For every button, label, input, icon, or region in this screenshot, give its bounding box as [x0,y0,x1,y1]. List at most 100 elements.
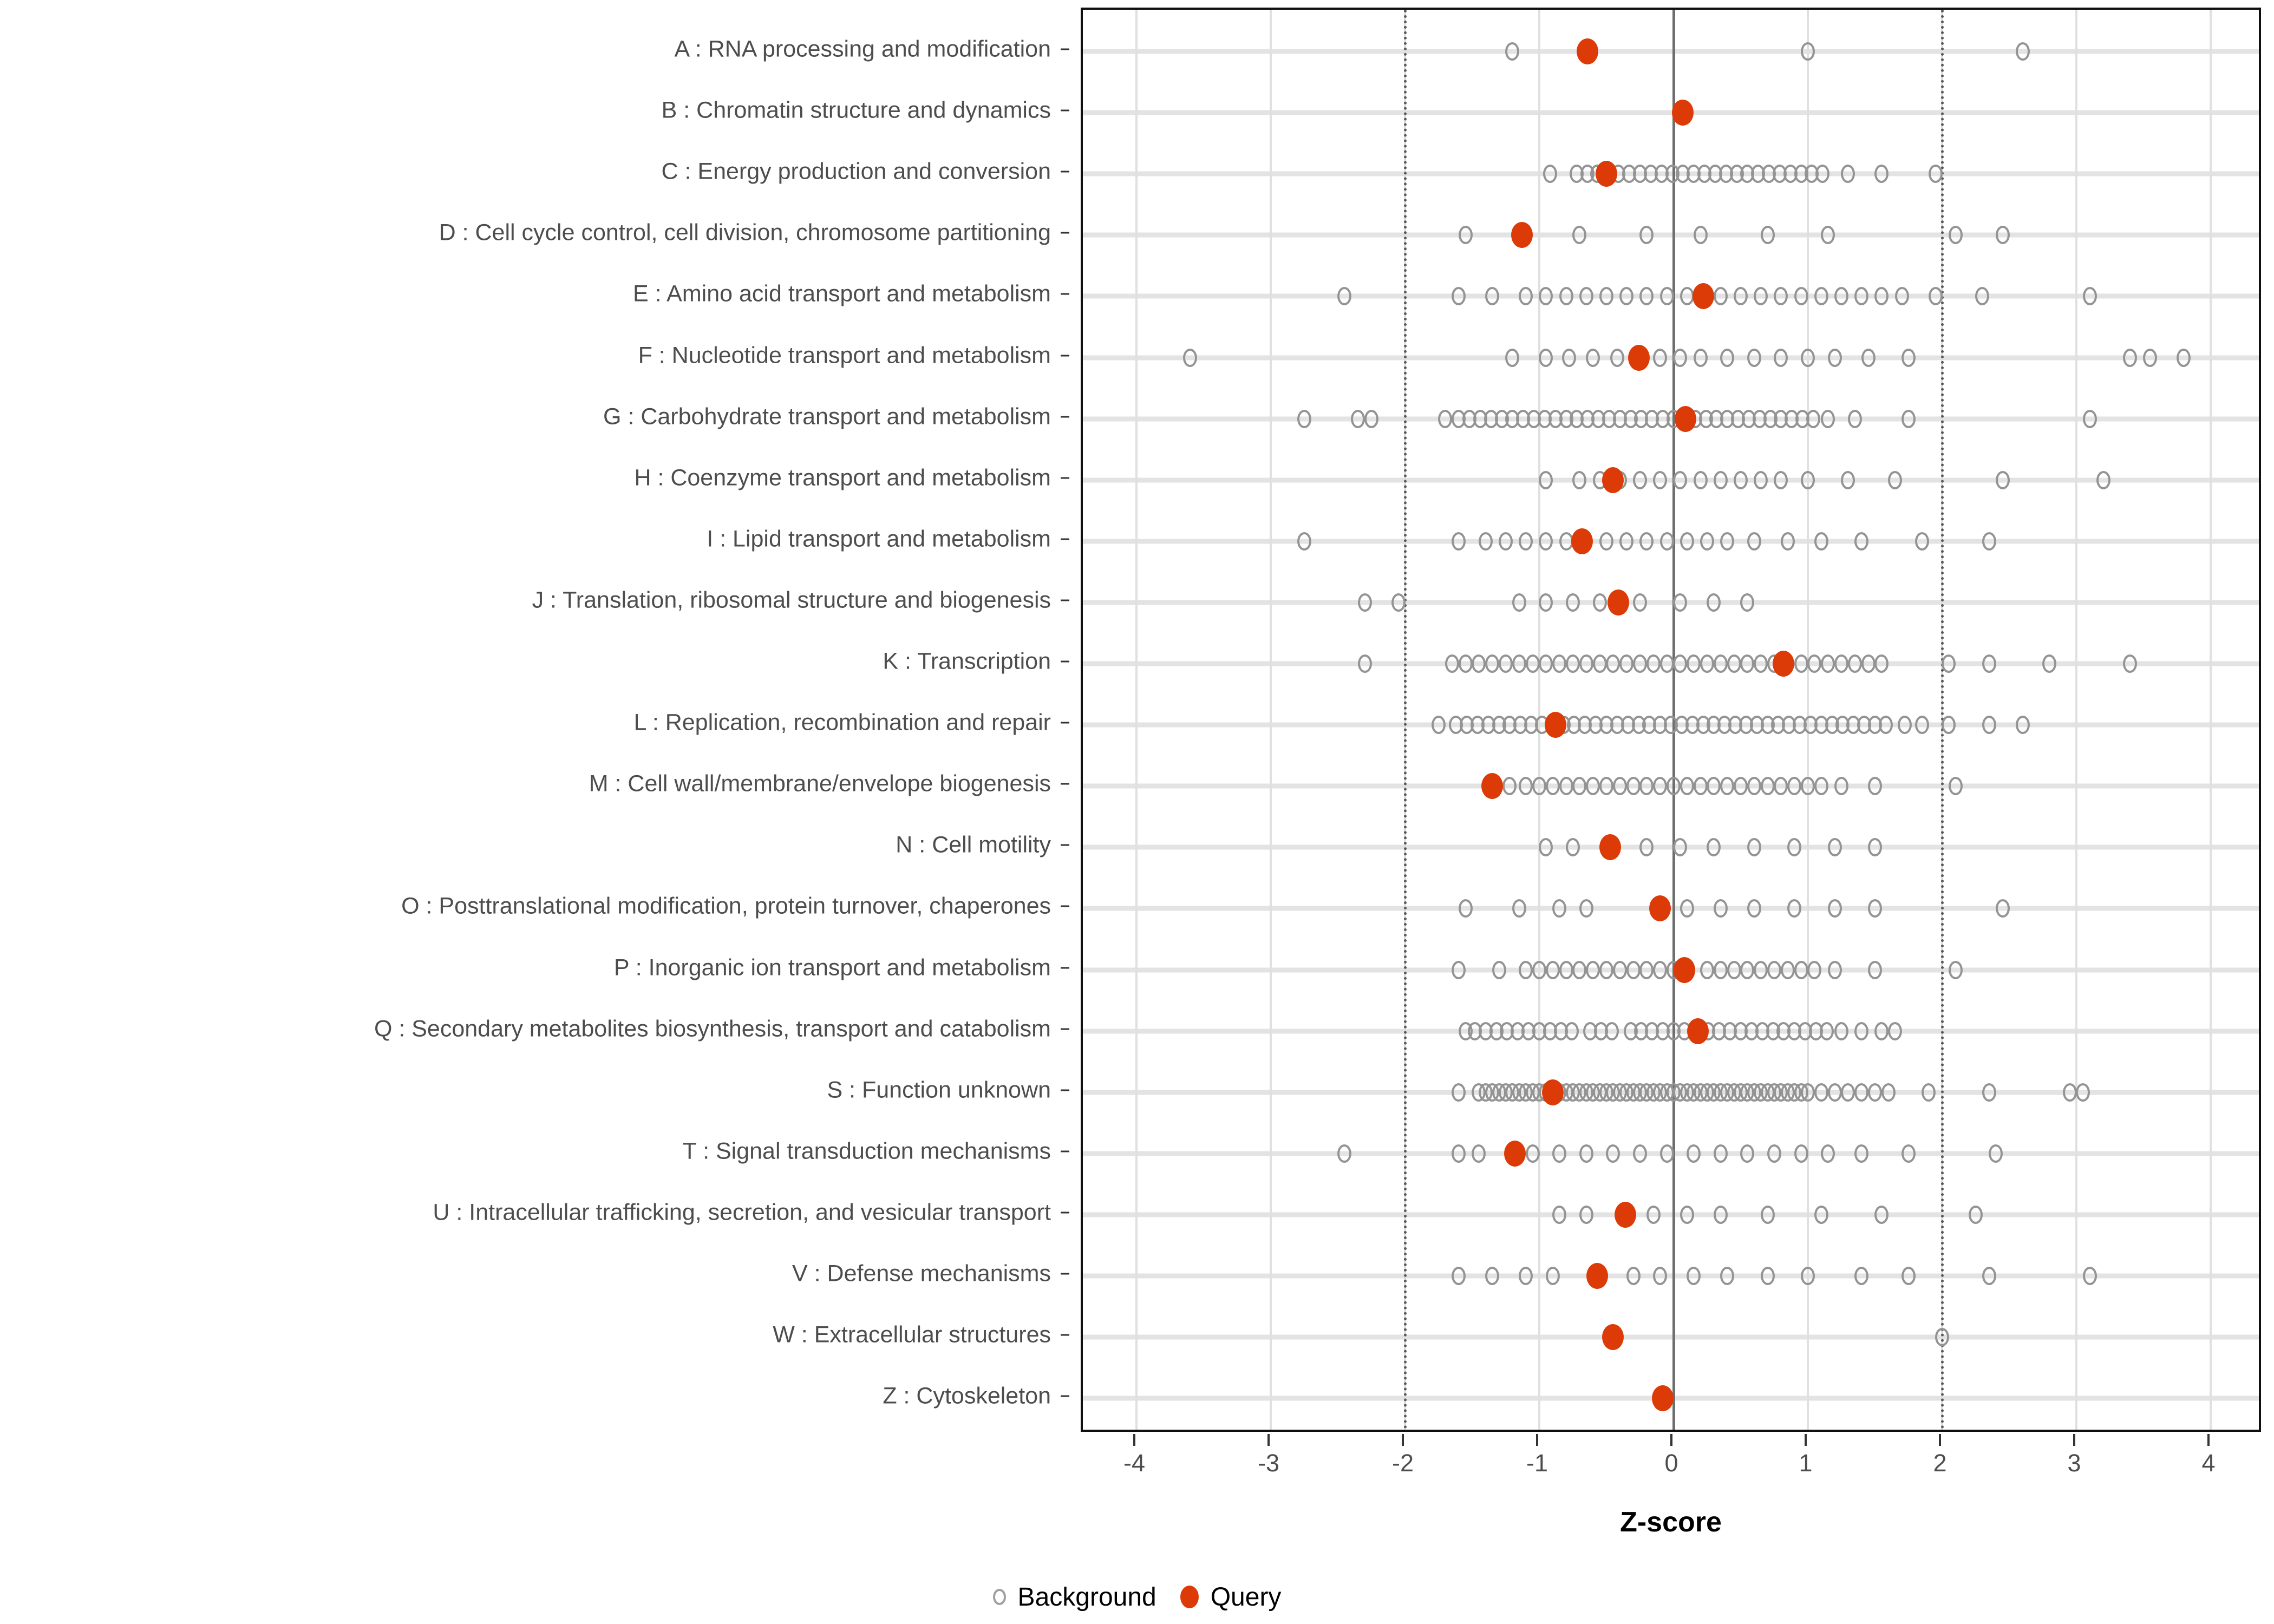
background-point [1827,838,1842,857]
background-point [1519,532,1533,551]
background-point [1680,777,1694,796]
background-point [1452,287,1466,306]
background-point [1707,838,1721,857]
background-point [1982,1083,1996,1102]
background-point [1901,1267,1916,1285]
background-point [1357,593,1372,612]
y-axis-label: G : Carbohydrate transport and metabolis… [603,403,1051,430]
background-point [1774,287,1788,306]
background-point [1539,532,1553,551]
background-point [1707,593,1721,612]
background-point [1821,654,1835,673]
background-point [1545,960,1560,979]
background-point [1559,777,1573,796]
background-point [1707,777,1721,796]
vertical-gridline [1270,10,1272,1430]
background-point [1579,654,1593,673]
x-axis-tick [2073,1434,2075,1446]
query-point [1481,773,1504,800]
background-point [1794,287,1808,306]
background-point [1747,899,1761,918]
background-point [1727,960,1741,979]
y-axis-label: U : Intracellular trafficking, secretion… [433,1199,1051,1226]
x-axis-tick-label: 3 [2067,1449,2081,1477]
query-point [1608,589,1630,615]
background-point [1935,1328,1949,1347]
background-point [1928,165,1943,184]
background-point [1713,1144,1728,1163]
background-point [1687,1267,1701,1285]
background-point [1579,287,1593,306]
background-point [1539,654,1553,673]
background-point [1854,1021,1869,1040]
background-point [1827,348,1842,367]
y-axis-tick [1061,783,1069,785]
y-axis-tick [1061,1334,1069,1336]
y-axis-label: L : Replication, recombination and repai… [633,709,1051,736]
background-point [1566,593,1580,612]
background-point [1982,1267,1996,1285]
y-axis-label: M : Cell wall/membrane/envelope biogenes… [589,770,1051,797]
background-point [1680,899,1694,918]
legend-item-background: Background [992,1582,1156,1612]
background-point [1566,654,1580,673]
background-point [1673,593,1688,612]
y-axis-label: O : Posttranslational modification, prot… [401,893,1051,919]
y-axis-tick [1061,293,1069,295]
background-point [1519,960,1533,979]
chart-legend: Background Query [0,1573,2274,1621]
background-point [1948,226,1963,245]
background-point [1713,960,1728,979]
query-point [1586,1263,1608,1289]
background-point [1774,470,1788,489]
background-point [1512,593,1526,612]
query-point [1602,467,1624,493]
background-point [1740,960,1755,979]
y-axis-label: E : Amino acid transport and metabolism [633,280,1051,307]
background-point [1458,226,1473,245]
background-point [1539,470,1553,489]
background-point [1914,716,1929,735]
x-axis-tick-label: 0 [1664,1449,1678,1477]
background-point [1502,777,1517,796]
y-axis-tick [1061,232,1069,234]
background-point [1552,1205,1567,1224]
background-point [1478,532,1493,551]
background-point [1653,960,1668,979]
background-point [1874,287,1889,306]
background-point [1458,899,1473,918]
legend-label-background: Background [1017,1582,1156,1612]
background-point [1472,1144,1486,1163]
background-point [2062,1083,2077,1102]
background-point [1834,1021,1848,1040]
background-point [1610,348,1624,367]
x-axis-tick [1939,1434,1941,1446]
query-point [1673,957,1695,983]
background-point [2096,470,2110,489]
y-axis-label: H : Coenzyme transport and metabolism [634,464,1051,491]
background-point [1485,1267,1500,1285]
background-point [1806,409,1820,428]
background-point [1633,654,1647,673]
background-point [1599,287,1613,306]
background-point [1391,593,1406,612]
background-point [1854,1083,1869,1102]
background-point [1653,348,1668,367]
background-point [1639,226,1654,245]
background-point [1747,838,1761,857]
background-point [1519,1267,1533,1285]
background-point [1532,777,1546,796]
x-axis-tick [1402,1434,1404,1446]
background-point [1599,532,1613,551]
x-axis-tick-label: -3 [1257,1449,1280,1477]
y-axis-label: P : Inorganic ion transport and metaboli… [613,954,1051,980]
y-axis-label: J : Translation, ribosomal structure and… [532,587,1051,613]
query-point [1773,651,1795,677]
background-point [1868,899,1882,918]
query-point [1614,1201,1636,1228]
background-point [1747,777,1761,796]
background-point [1452,1083,1466,1102]
background-point [1854,532,1869,551]
query-point [1692,283,1714,310]
background-point [1626,960,1641,979]
